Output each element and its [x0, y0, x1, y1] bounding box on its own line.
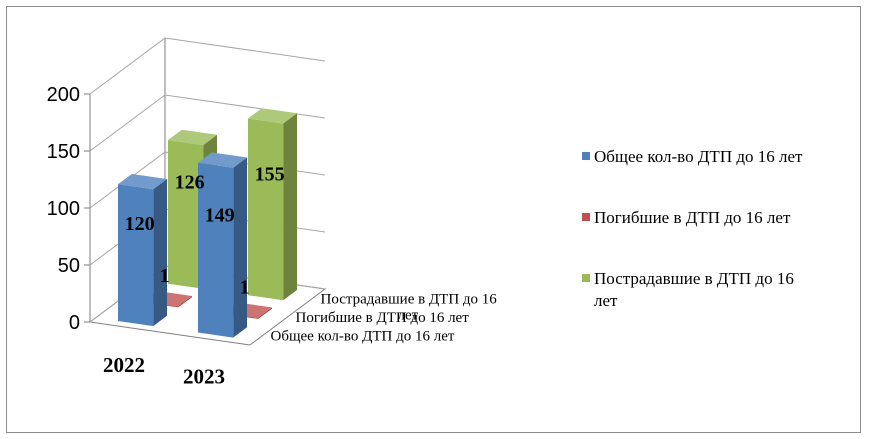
y-tick-label: 50: [58, 255, 80, 277]
legend-label: Пострадавшие в ДТП до 16 лет: [594, 269, 794, 310]
legend-label: Погибшие в ДТП до 16 лет: [594, 208, 791, 227]
bar-side: [258, 307, 272, 319]
x-tick-label: 2022: [103, 353, 145, 377]
data-label: 149: [205, 205, 235, 227]
bar-front: [118, 184, 154, 327]
legend-line: Пострадавшие в ДТП до 16: [594, 269, 794, 288]
x-tick-label: 2023: [183, 364, 225, 388]
bars: 126 155 1 1 120 149: [118, 108, 297, 338]
bar-side: [153, 179, 167, 327]
legend-swatch: [582, 274, 590, 282]
depth-tick-line: лет: [398, 307, 419, 323]
data-label: 120: [125, 213, 155, 235]
legend-swatch: [582, 152, 590, 160]
legend-swatch: [582, 213, 590, 221]
y-tick-label: 100: [47, 198, 80, 220]
bar-front: [198, 162, 234, 338]
bar-side: [283, 113, 297, 301]
bar-front: [168, 140, 204, 289]
bar-top: [118, 174, 167, 190]
depth-tick-label: Погибшие в ДТП до 16 лет: [296, 310, 470, 326]
legend-line: лет: [594, 291, 618, 310]
bar: [118, 174, 167, 327]
y-tick-label: 150: [47, 141, 80, 163]
y-tick-label: 0: [69, 312, 80, 334]
x-axis-ticks: 2022 2023: [103, 353, 225, 389]
data-label: 1: [240, 277, 250, 299]
depth-tick-label: Общее кол-во ДТП до 16 лет: [271, 329, 455, 345]
bar-top: [248, 108, 297, 124]
bar: [198, 152, 247, 338]
gridline: [89, 37, 326, 95]
bar-side: [233, 157, 247, 338]
bar: [248, 108, 297, 301]
depth-tick-label: Пострадавшие в ДТП до 16 лет: [321, 291, 498, 323]
y-tick-label: 200: [47, 84, 80, 106]
depth-axis-ticks: Общее кол-во ДТП до 16 лет Погибшие в ДТП…: [271, 291, 498, 344]
data-label: 1: [160, 265, 170, 287]
data-label: 126: [175, 172, 205, 194]
legend-label: Общее кол-во ДТП до 16 лет: [594, 147, 803, 166]
bar-side: [178, 296, 192, 308]
depth-tick-line: Пострадавшие в ДТП до 16: [321, 291, 498, 307]
bar-front: [248, 118, 284, 301]
bar-top: [168, 129, 217, 146]
bar-top: [198, 152, 247, 168]
y-axis-ticks: 0 50 100 150 200: [47, 84, 80, 334]
legend: Общее кол-во ДТП до 16 лет Погибшие в ДТП…: [582, 147, 803, 310]
data-label: 155: [255, 163, 285, 185]
